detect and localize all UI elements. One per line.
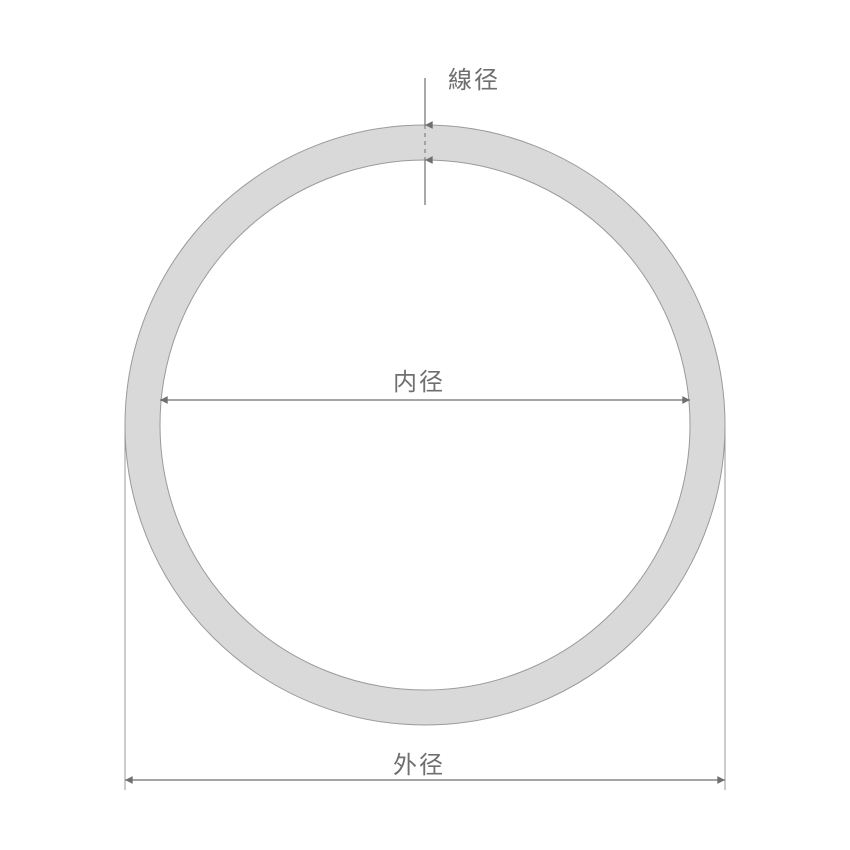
outer-diameter-label: 外径 <box>393 745 445 780</box>
diagram-svg <box>0 0 850 850</box>
diagram-canvas: 線径 内径 外径 <box>0 0 850 850</box>
ring-shape <box>125 125 725 725</box>
wire-diameter-label: 線径 <box>448 60 500 95</box>
inner-diameter-label: 内径 <box>393 362 445 397</box>
